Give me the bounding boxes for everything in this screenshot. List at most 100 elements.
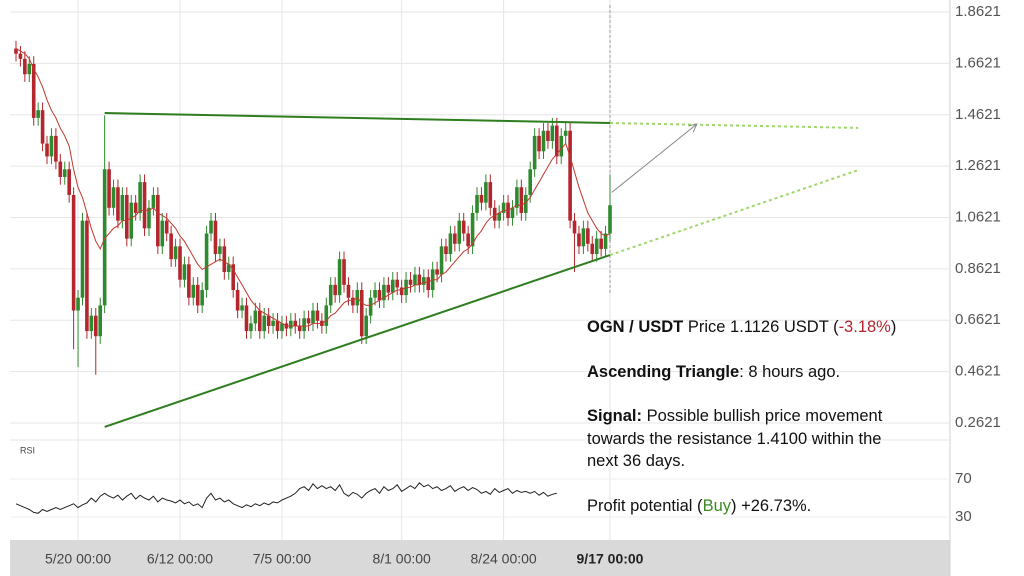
candle-body: [289, 320, 293, 329]
candle-body: [306, 318, 311, 324]
candle-body: [257, 310, 262, 332]
y-tick-label: 0.6621: [955, 311, 1001, 328]
candle-body: [76, 297, 80, 311]
candle-body: [373, 289, 377, 298]
candle-body: [523, 194, 528, 213]
candle-body: [262, 315, 267, 332]
candle-body: [586, 228, 590, 244]
rsi-label: RSI: [20, 445, 35, 455]
candle-body: [457, 220, 462, 244]
candle-body: [67, 169, 71, 195]
pattern-time: : 8 hours ago.: [739, 362, 841, 381]
candle-body: [399, 287, 404, 296]
candle-body: [62, 169, 67, 177]
x-tick-label: 5/20 00:00: [45, 551, 111, 567]
candle-body: [49, 135, 54, 157]
candle-body: [271, 320, 275, 326]
moving-average: [15, 48, 611, 327]
profit: Profit potential (: [587, 496, 703, 515]
profit-end: ) +26.73%.: [731, 496, 812, 515]
signal-info: OGN / USDT Price 1.1126 USDT (-3.18%) As…: [587, 316, 896, 539]
candle-body: [532, 135, 537, 170]
text: ): [890, 318, 897, 336]
candle-body: [293, 320, 298, 326]
candle-body: [492, 207, 497, 221]
candle-body: [599, 238, 603, 249]
candle-body: [102, 169, 107, 306]
candle-body: [581, 228, 586, 247]
candle-body: [608, 205, 612, 234]
candle-body: [160, 220, 165, 247]
candle-body: [85, 220, 89, 332]
candle-body: [71, 194, 76, 311]
candle-body: [226, 264, 231, 273]
candle-body: [125, 194, 129, 239]
pair: OGN / USDT: [587, 318, 684, 336]
candle-body: [453, 233, 457, 244]
candle-body: [368, 297, 373, 316]
trendline: [104, 112, 611, 125]
candle-body: [45, 143, 49, 157]
candle-body: [333, 284, 337, 296]
rsi-line: [15, 482, 557, 514]
x-tick-label: 8/24 00:00: [471, 551, 537, 567]
candle-body: [297, 325, 302, 332]
candle-body: [470, 212, 475, 247]
candle-body: [555, 125, 559, 157]
candle-body: [27, 63, 32, 75]
candle-body: [191, 284, 196, 298]
candle-body: [116, 187, 120, 221]
candle-body: [448, 233, 453, 255]
candle-body: [98, 305, 103, 337]
y-tick-label: 1.4621: [955, 106, 1001, 123]
candle-body: [488, 182, 493, 208]
candle-body: [550, 125, 555, 142]
candle-body: [187, 264, 191, 298]
candle-body: [240, 305, 244, 311]
y-tick-label: 0.2621: [955, 414, 1001, 431]
candle-body: [426, 277, 431, 290]
candle-body: [280, 323, 284, 332]
candle-body: [603, 233, 608, 249]
candle-body: [111, 187, 116, 208]
candle-body: [200, 289, 204, 306]
candle-body: [466, 233, 470, 247]
candle-body: [235, 289, 240, 311]
candle-body: [439, 246, 444, 275]
candle-body: [546, 130, 550, 142]
candle-body: [253, 310, 258, 324]
candle-body: [231, 264, 235, 290]
candle-body: [14, 48, 18, 54]
candle-body: [413, 274, 417, 285]
candle-body: [302, 318, 306, 332]
candle-body: [36, 110, 40, 118]
profit-line: Profit potential (Buy) +26.73%.: [587, 495, 896, 518]
target-arrow: [611, 124, 697, 193]
x-tick-label: 6/12 00:00: [147, 551, 213, 567]
candle-body: [337, 259, 342, 296]
y-tick-label: 1.2621: [955, 157, 1001, 174]
candle-body: [213, 220, 218, 255]
candle-body: [151, 194, 156, 208]
candle-body: [204, 233, 209, 290]
candle-body: [359, 289, 364, 337]
candle-body: [58, 161, 63, 177]
candle-body: [377, 289, 382, 301]
candle-body: [577, 233, 581, 247]
trendline-projection: [609, 169, 859, 257]
signal-text: Possible bullish price movement: [646, 407, 883, 425]
candle-body: [497, 212, 501, 221]
candle-body: [351, 297, 355, 306]
candle-body: [435, 269, 439, 275]
candle-body: [559, 135, 564, 157]
candle-body: [563, 130, 568, 136]
candle-body: [395, 279, 400, 288]
candle-body: [342, 259, 346, 285]
pattern-line: Ascending Triangle: 8 hours ago.: [587, 361, 896, 384]
candle-body: [364, 315, 368, 337]
candle-body: [479, 194, 484, 203]
candle-body: [218, 246, 222, 255]
candle-body: [475, 194, 479, 213]
signal-text: towards the resistance 1.4100 within the: [587, 429, 882, 448]
